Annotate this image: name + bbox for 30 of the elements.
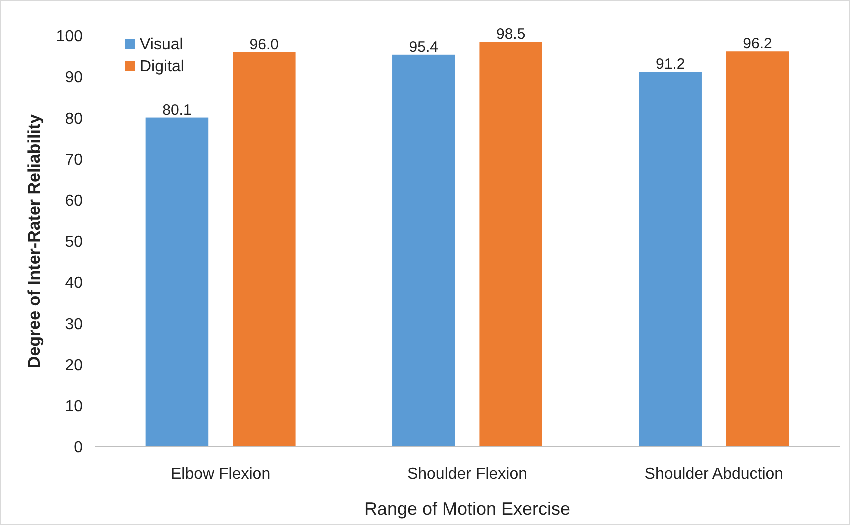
y-tick-label: 100 xyxy=(56,28,84,46)
x-tick-label: Shoulder Flexion xyxy=(407,466,528,483)
y-tick-label: 30 xyxy=(65,316,84,334)
text: 80.1 xyxy=(162,102,192,119)
y-tick-label: 60 xyxy=(65,193,84,210)
x-tick-label: Elbow Flexion xyxy=(171,466,271,483)
y-tick-label: 80 xyxy=(65,110,84,128)
bar xyxy=(480,42,542,447)
text: 91.2 xyxy=(656,56,686,74)
y-tick-label: 40 xyxy=(65,275,84,292)
text: 96.2 xyxy=(743,36,772,53)
bar xyxy=(392,54,456,447)
legend-label: Visual xyxy=(140,36,184,54)
legend-label: Digital xyxy=(140,58,184,76)
x-axis-title: Range of Motion Exercise xyxy=(364,499,571,519)
y-tick-label: 70 xyxy=(65,152,84,169)
y-tick-label: 20 xyxy=(65,357,84,374)
text: 98.5 xyxy=(496,26,526,44)
x-tick-label: Shoulder Abduction xyxy=(644,466,784,483)
bar xyxy=(233,52,296,447)
y-tick-label: 90 xyxy=(65,70,84,87)
y-axis-title: Degree of Inter-Rater Reliability xyxy=(25,114,44,369)
bar xyxy=(726,52,790,447)
bar xyxy=(639,72,702,447)
y-tick-label: 0 xyxy=(74,440,84,457)
y-tick-label: 50 xyxy=(65,234,84,252)
text: 95.4 xyxy=(409,38,439,56)
bar xyxy=(146,118,209,447)
y-tick-label: 10 xyxy=(65,398,84,416)
text: 96.0 xyxy=(250,36,280,54)
